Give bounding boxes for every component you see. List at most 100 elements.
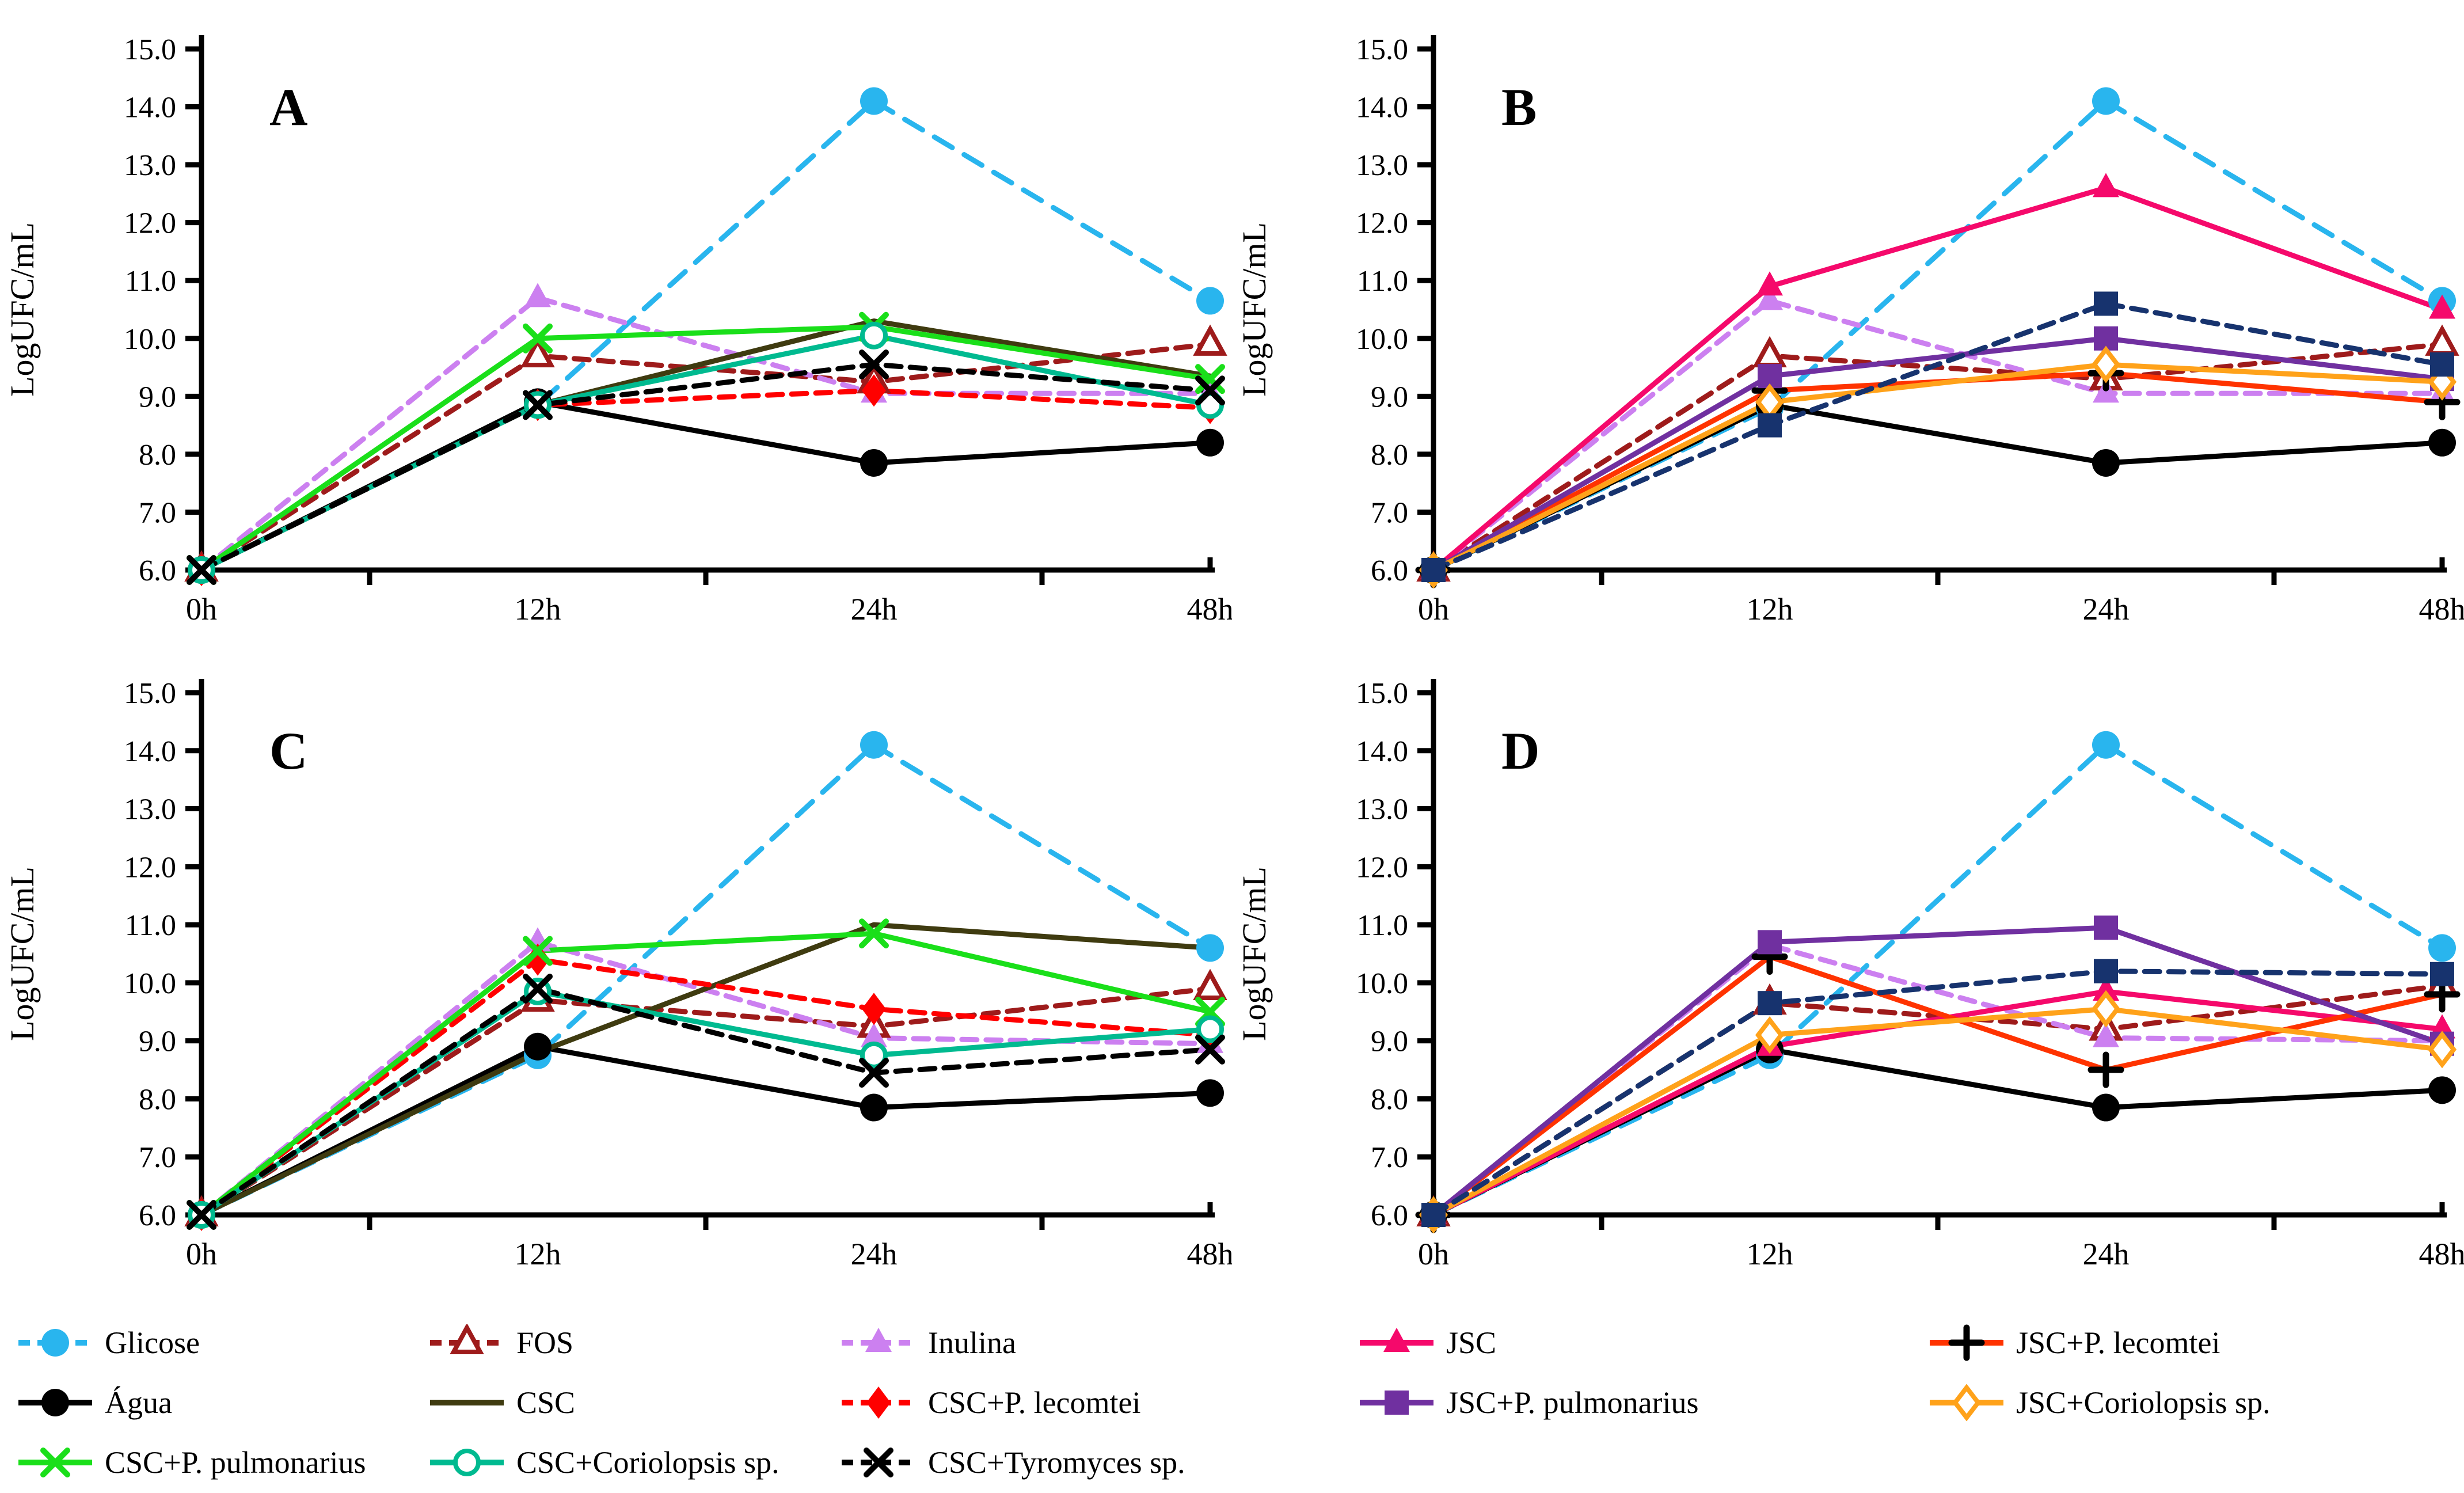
legend-item-csc-lecomtei: CSC+P. lecomtei — [841, 1373, 1249, 1433]
marker-triangle — [1756, 271, 1783, 296]
legend-sample-svg — [1360, 1391, 1433, 1415]
marker-circle — [1196, 287, 1224, 315]
y-tick-label: 11.0 — [1357, 909, 1408, 942]
series-line-Glicose — [1431, 742, 2445, 1218]
y-tick-label: 15.0 — [124, 33, 176, 66]
legend-item-csc-pulmonarius: CSC+P. pulmonarius — [17, 1433, 429, 1492]
series-line-unlabeled_navy — [1431, 968, 2445, 1218]
marker-diamond-open — [2091, 990, 2121, 1028]
marker-circle — [2092, 449, 2120, 477]
series-line-CSC_coriolopsis — [199, 333, 1213, 573]
y-tick-label: 7.0 — [139, 1141, 176, 1174]
chart-panel-b: 6.0 7.0 8.0 9.0 10.0 11.0 12.0 13.0 14.0 15.0 0h 12… — [1232, 0, 2464, 633]
marker-x — [859, 918, 889, 949]
y-tick-label: 12.0 — [1356, 207, 1408, 240]
series-line-JSC — [1431, 185, 2445, 573]
series-markers-CSC_tyromyces — [187, 349, 1225, 585]
series-line-unlabeled_navy — [1431, 301, 2445, 573]
marker-plus — [2087, 1051, 2124, 1088]
marker-circle — [860, 1093, 888, 1122]
y-axis-label: LogUFC/mL — [1235, 867, 1273, 1041]
series-line-JSC_coriolopsis — [1431, 1006, 2445, 1218]
csc-tyromyces-line-icon — [841, 1444, 917, 1481]
marker-diamond — [862, 993, 886, 1025]
legend-sample-svg — [430, 1400, 504, 1405]
csc-pulmonarius-line-icon — [17, 1444, 93, 1481]
x-tick-label: 12h — [515, 592, 561, 626]
marker-x — [187, 1200, 216, 1230]
glicose-line-icon — [17, 1324, 93, 1361]
y-tick-label: 7.0 — [1371, 1141, 1408, 1174]
marker-triangle-open — [1752, 336, 1787, 367]
marker-circle — [1196, 1079, 1224, 1107]
series-line-CSC — [199, 922, 1213, 1218]
y-tick-label: 14.0 — [1356, 92, 1408, 124]
y-tick-label: 8.0 — [139, 439, 176, 472]
x-tick-label: 48h — [1187, 592, 1233, 626]
series-markers-CSC_pulmonarius — [187, 918, 1225, 1230]
marker-square — [2430, 352, 2454, 377]
marker-x — [859, 1058, 889, 1088]
legend-item-jsc-lecomtei: JSC+P. lecomtei — [1929, 1313, 2464, 1373]
legend-item-inulina: Inulina — [841, 1313, 1249, 1373]
marker-square — [2094, 915, 2118, 940]
series-line-JSC — [1431, 989, 2445, 1218]
series-markers-Glicose — [1420, 731, 2456, 1229]
marker-triangle — [2093, 977, 2119, 1001]
marker-square — [1758, 991, 1782, 1016]
series-line-CSC_lecomtei — [199, 388, 1213, 573]
marker-triangle — [524, 283, 551, 307]
legend-sample-svg — [430, 1449, 504, 1476]
marker-diamond-open — [1952, 1384, 1982, 1422]
y-tick-label: 10.0 — [124, 323, 176, 356]
marker-square — [2430, 962, 2454, 986]
marker-diamond-open — [1755, 1016, 1785, 1054]
series-line-JSC_coriolopsis — [1431, 362, 2445, 573]
panel-letter: B — [1501, 78, 1537, 136]
marker-x — [1195, 375, 1225, 406]
marker-square — [1421, 1203, 1446, 1227]
chart-svg: 6.0 7.0 8.0 9.0 10.0 11.0 12.0 13.0 14.0 15.0 0h 12… — [1235, 33, 2464, 626]
marker-plus — [1948, 1324, 1985, 1361]
y-tick-label: 12.0 — [124, 207, 176, 240]
marker-x — [523, 323, 553, 354]
marker-triangle-open — [520, 336, 555, 367]
marker-diamond-open — [2427, 1031, 2457, 1069]
x-tick-label: 0h — [186, 1237, 217, 1271]
x-tick-label: 24h — [851, 592, 898, 626]
marker-x — [523, 936, 553, 966]
series-markers-JSC_pulmonarius — [1421, 915, 2454, 1227]
marker-circle — [2092, 87, 2120, 115]
inulina-line-icon — [841, 1324, 917, 1361]
series-markers-unlabeled_navy — [1421, 291, 2454, 582]
y-tick-label: 15.0 — [1356, 33, 1408, 66]
y-tick-label: 11.0 — [125, 265, 176, 298]
series-line-Glicose — [199, 98, 1213, 573]
marker-triangle-open — [1193, 324, 1227, 356]
y-tick-label: 14.0 — [124, 92, 176, 124]
marker-x — [187, 555, 216, 585]
legend-item-jsc-coriolopsis: JSC+Coriolopsis sp. — [1929, 1373, 2464, 1433]
panel-letter: D — [1501, 721, 1539, 780]
marker-diamond — [526, 943, 550, 976]
y-tick-label: 13.0 — [124, 149, 176, 182]
x-tick-label: 12h — [515, 1237, 561, 1271]
legend-item-glicose: Glicose — [17, 1313, 429, 1373]
legend-label: Água — [105, 1385, 172, 1420]
series-line-Agua — [199, 1044, 1213, 1218]
x-tick-label: 0h — [1418, 592, 1449, 626]
y-tick-label: 12.0 — [124, 851, 176, 884]
panel-letter: C — [269, 721, 307, 780]
jsc-line-icon — [1359, 1324, 1435, 1361]
y-tick-label: 15.0 — [124, 677, 176, 710]
marker-circle-open — [860, 321, 888, 349]
jsc-coriolopsis-line-icon — [1929, 1384, 2005, 1422]
legend-label: JSC — [1446, 1325, 1497, 1360]
y-tick-label: 9.0 — [139, 381, 176, 413]
x-tick-label: 12h — [1747, 592, 1793, 626]
jsc-lecomtei-line-icon — [1929, 1324, 2005, 1361]
y-axis-label: LogUFC/mL — [1235, 222, 1273, 397]
x-tick-label: 24h — [2083, 592, 2130, 626]
marker-circle-open — [1196, 1015, 1224, 1043]
series-line-CSC_pulmonarius — [199, 930, 1213, 1218]
